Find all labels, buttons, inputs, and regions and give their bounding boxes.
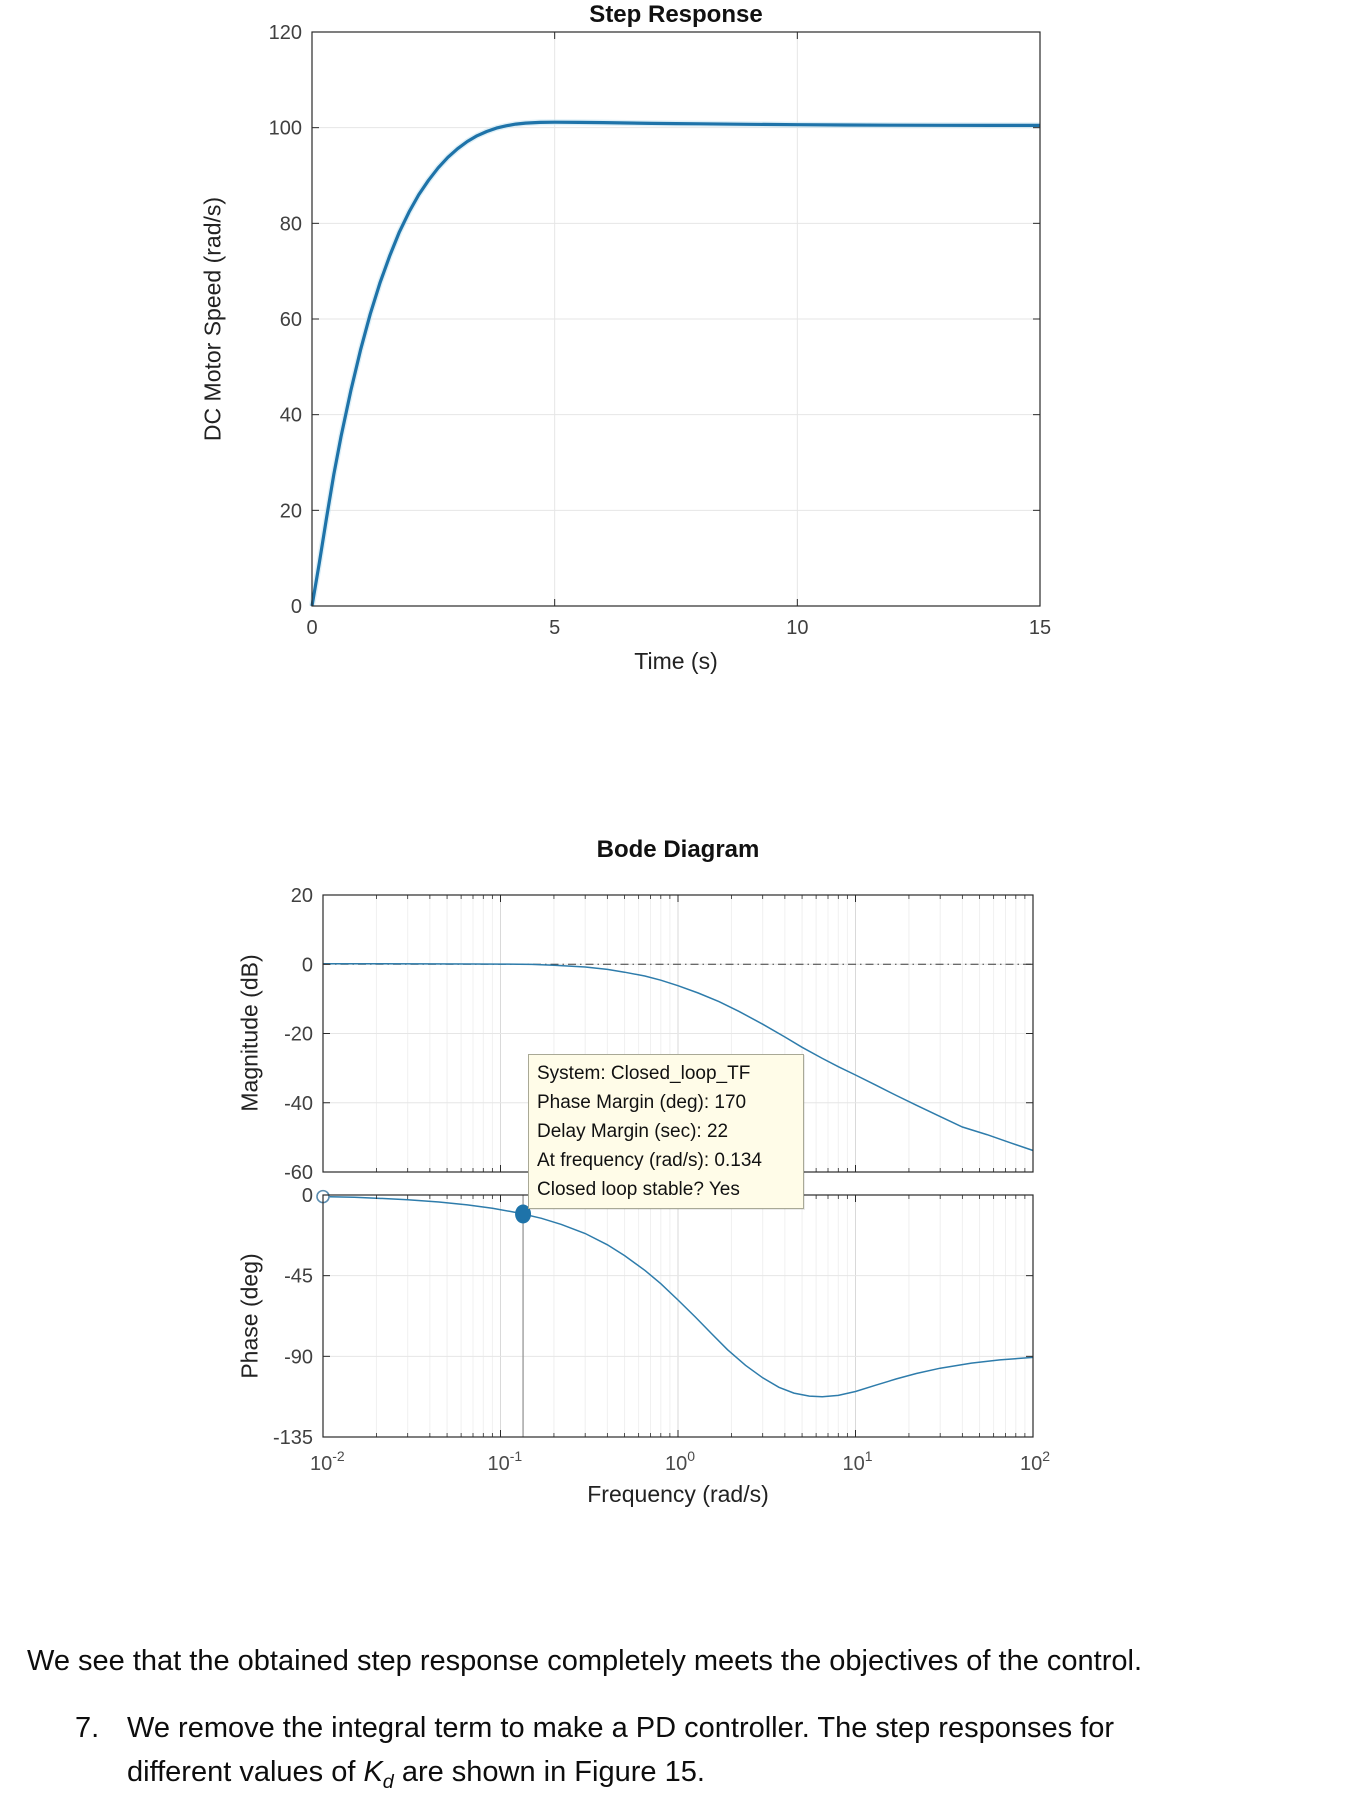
phase-y-tick-label: -90 (284, 1346, 313, 1368)
magnitude-y-axis-label: Magnitude (dB) (236, 954, 263, 1112)
phase-curve (322, 1195, 1034, 1398)
step-response-curve (309, 119, 1040, 607)
magnitude-y-tick-label: -20 (284, 1024, 313, 1046)
list-item-text: We remove the integral term to make a PD… (127, 1706, 1114, 1804)
phase-y-tick-label: 0 (302, 1185, 313, 1207)
magnitude-y-tick-label: 0 (302, 954, 313, 976)
datatip-system-line: System: Closed_loop_TF (537, 1063, 751, 1084)
phase-y-axis-label: Phase (deg) (236, 1253, 263, 1379)
datatip-stability: Closed loop stable? Yes (537, 1179, 740, 1200)
step-x-tick-label: 15 (1029, 617, 1051, 639)
step-y-tick-label: 80 (280, 213, 302, 235)
datatip-frequency: At frequency (rad/s): 0.134 (537, 1150, 762, 1171)
list-item-line2-post: are shown in Figure 15. (393, 1756, 705, 1788)
kd-subscript: d (382, 1770, 394, 1793)
list-item-number: 7. (75, 1712, 100, 1744)
magnitude-curve (323, 963, 1034, 1152)
frequency-tick-label: 102 (1020, 1448, 1050, 1475)
step-axes: 0 5 10 15 0 20 40 60 80 100 120 (269, 22, 1052, 639)
step-grid (312, 32, 1040, 606)
step-x-tick-label: 10 (786, 617, 808, 639)
datatip[interactable]: System: Closed_loop_TF Phase Margin (deg… (528, 1054, 804, 1209)
phase-grid (323, 1195, 1033, 1437)
step-x-tick-label: 5 (549, 617, 560, 639)
magnitude-y-tick-label: -60 (284, 1162, 313, 1184)
phase-y-tick-label: -45 (284, 1266, 313, 1288)
step-y-tick-label: 100 (269, 118, 302, 140)
phase-y-tick-label: -135 (273, 1427, 313, 1449)
datatip-phase-margin: Phase Margin (deg): 170 (537, 1092, 747, 1113)
step-y-tick-label: 60 (280, 309, 302, 331)
phase-margin-dot-marker[interactable] (515, 1204, 532, 1224)
phase-curve-group (322, 1195, 1034, 1398)
paragraph-conclusion: We see that the obtained step response c… (27, 1645, 1142, 1677)
bode-chart-title: Bode Diagram (596, 836, 760, 863)
frequency-tick-label: 100 (665, 1448, 695, 1475)
magnitude-y-tick-label: 20 (291, 885, 313, 907)
step-y-axis-label: DC Motor Speed (rad/s) (199, 196, 226, 442)
step-chart-title: Step Response (589, 1, 763, 28)
step-y-tick-label: 0 (291, 596, 302, 618)
kd-symbol: K (363, 1756, 383, 1788)
list-item-line1: We remove the integral term to make a PD… (127, 1712, 1114, 1744)
frequency-tick-label: 10-2 (310, 1448, 345, 1475)
frequency-tick-label: 101 (843, 1448, 873, 1475)
step-y-tick-label: 20 (280, 500, 302, 522)
list-item-line2-pre: different values of (127, 1756, 364, 1788)
frequency-tick-label: 10-1 (488, 1448, 523, 1475)
frequency-x-axis-label: Frequency (rad/s) (587, 1481, 769, 1507)
step-y-tick-label: 40 (280, 405, 302, 427)
step-response-line (310, 120, 1040, 607)
magnitude-curve-group (323, 963, 1034, 1152)
numbered-list-item-7: 7. We remove the integral term to make a… (75, 1706, 1325, 1806)
step-x-axis-label: Time (s) (634, 648, 718, 674)
step-y-tick-label: 120 (269, 22, 302, 44)
magnitude-y-tick-label: -40 (284, 1093, 313, 1115)
datatip-delay-margin: Delay Margin (sec): 22 (537, 1121, 729, 1142)
phase-axes: -135 -90 -45 0 10-2 10-1 100 101 102 (273, 1185, 1050, 1475)
step-x-tick-label: 0 (306, 617, 317, 639)
